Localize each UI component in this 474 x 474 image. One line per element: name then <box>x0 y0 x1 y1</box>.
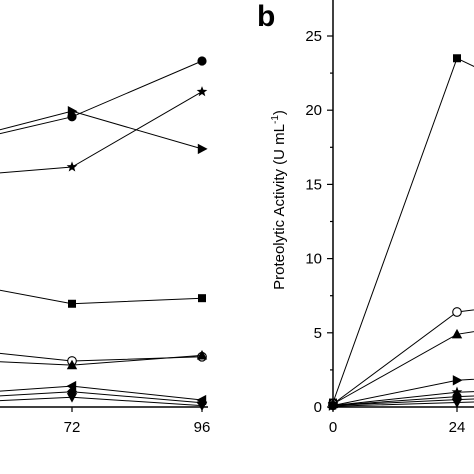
panel-b-y-axis-label: Proteolytic Activity (U mL-1) <box>270 110 288 290</box>
panel-a-point-square <box>68 299 76 308</box>
panel-b-point-circle-open <box>452 307 462 317</box>
panel-b-series-triangle-down <box>327 398 474 412</box>
panel-b-y-axis-label-close: ) <box>271 110 288 115</box>
panel-a-point-circle <box>197 56 207 66</box>
panel-a-point-triangle-right <box>67 106 78 117</box>
panel-a-point-star <box>196 86 208 97</box>
panel-b-y-tick-label: 15 <box>305 176 322 193</box>
panel-b-x-ticks: 0 24 <box>329 407 466 436</box>
panel-b-series-group <box>327 54 474 412</box>
panel-b-series-line <box>332 57 474 403</box>
panel-a-x-tick-label: 96 <box>194 419 211 436</box>
panel-a-x-tick-label: 72 <box>64 419 81 436</box>
panel-a-x-ticks: 72 96 <box>64 407 211 436</box>
panel-a-point-triangle-down <box>66 393 78 403</box>
panel-a: 72 96 <box>0 56 210 436</box>
panel-a-point-triangle-up <box>196 349 208 360</box>
panel-b-y-ticks: 0 5 10 15 20 25 <box>305 28 333 416</box>
panel-a-series-triangle-up <box>0 349 208 370</box>
panel-b-series-line <box>332 309 474 405</box>
panel-b-y-tick-label: 20 <box>305 102 322 119</box>
panel-a-series-line <box>0 352 203 362</box>
panel-b-point-triangle-down <box>327 402 339 412</box>
panel-b-x-tick-label: 24 <box>449 419 466 436</box>
panel-b-x-tick-label: 0 <box>329 419 337 436</box>
panel-a-point-star <box>66 161 78 172</box>
panel-a-series-circle <box>0 56 207 135</box>
panel-a-series-triangle-down <box>0 393 208 412</box>
panel-a-point-triangle-down <box>196 401 208 412</box>
panel-b-y-axis-label-main: Proteolytic Activity (U mL <box>271 124 288 290</box>
panel-b-y-tick-label: 0 <box>314 399 322 416</box>
panel-b-y-tick-label: 25 <box>305 28 322 45</box>
panel-b-letter: b <box>257 0 275 33</box>
panel-a-point-triangle-up <box>66 359 78 370</box>
panel-b-y-tick-label: 5 <box>314 325 322 342</box>
panel-a-series-line <box>0 60 203 135</box>
panel-a-series-triangle-left <box>0 380 207 406</box>
panel-a-point-square <box>198 294 206 303</box>
panel-a-series-line <box>0 385 203 401</box>
panel-b-y-axis-label-sup: -1 <box>270 115 281 124</box>
panel-b-point-square <box>453 54 461 63</box>
panel-b-point-triangle-right <box>452 375 463 386</box>
panel-a-series-triangle-right <box>0 106 208 155</box>
panel-b-point-star <box>451 386 463 397</box>
panel-b-series-triangle-up <box>327 328 474 409</box>
panel-b-point-triangle-up <box>451 328 463 339</box>
panel-a-series-group <box>0 56 208 412</box>
panel-a-point-triangle-right <box>197 143 208 155</box>
panel-a-series-line <box>0 110 203 150</box>
panel-b: b Proteolytic Activity (U mL-1) 0 5 10 15 20… <box>257 0 474 436</box>
panel-b-y-tick-label: 10 <box>305 251 322 268</box>
panel-b-point-triangle-down <box>451 398 463 408</box>
panel-a-series-line <box>0 396 203 407</box>
panel-a-series-square <box>0 289 206 308</box>
panel-a-series-line <box>0 289 203 305</box>
panel-a-series-star <box>0 86 208 174</box>
